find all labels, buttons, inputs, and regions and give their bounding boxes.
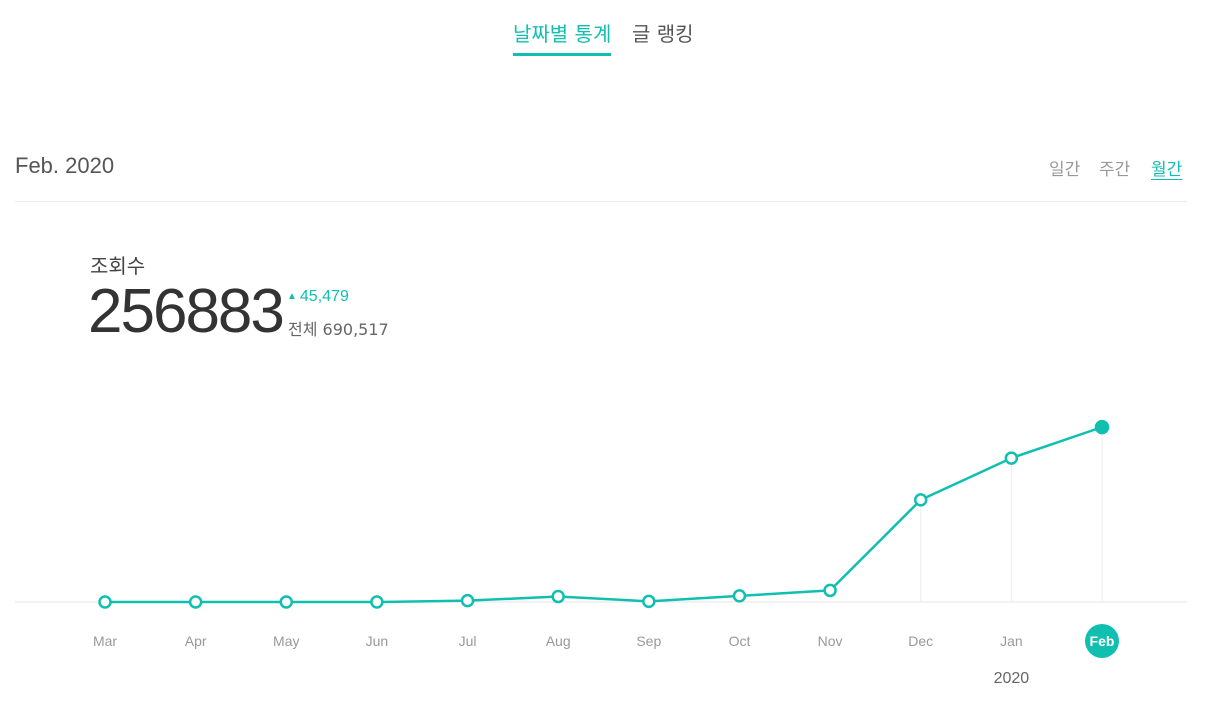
chart-x-tick-label[interactable]: Jun bbox=[366, 633, 389, 649]
chart-point bbox=[551, 589, 565, 604]
chart-point bbox=[370, 595, 384, 609]
metric-delta: ▲ 45,479 bbox=[287, 288, 349, 306]
chart-year-label: 2020 bbox=[994, 670, 1030, 687]
top-tab-bar: 날짜별 통계 글 랭킹 bbox=[0, 14, 1207, 56]
metric-value: 256883 bbox=[88, 277, 285, 346]
range-tab-daily[interactable]: 일간 bbox=[1049, 160, 1081, 180]
tab-daily-stats[interactable]: 날짜별 통계 bbox=[513, 18, 612, 56]
chart-x-tick-label[interactable]: Oct bbox=[729, 633, 751, 649]
metric-label: 조회수 bbox=[90, 254, 146, 278]
period-title: Feb. 2020 bbox=[15, 153, 115, 178]
chart-point bbox=[98, 595, 112, 609]
chart-x-tick-label[interactable]: Dec bbox=[908, 633, 933, 649]
range-tab-monthly[interactable]: 월간 bbox=[1151, 160, 1183, 180]
chart-x-tick-label[interactable]: Aug bbox=[546, 633, 571, 649]
chart-point bbox=[188, 595, 203, 609]
chart-selected-label-bg[interactable] bbox=[1085, 624, 1119, 658]
range-tab-weekly[interactable]: 주간 bbox=[1099, 160, 1131, 180]
metric-delta-value: 45,479 bbox=[299, 288, 349, 305]
chart-x-tick-label[interactable]: Feb bbox=[1090, 633, 1115, 649]
header-divider bbox=[15, 201, 1187, 202]
chart-point bbox=[732, 589, 747, 603]
chart-point bbox=[913, 493, 928, 507]
chart-series-line bbox=[105, 425, 1103, 604]
up-triangle-icon: ▲ bbox=[287, 291, 297, 302]
chart-x-tick-label[interactable]: Nov bbox=[818, 633, 843, 649]
metric-total: 전체 690,517 bbox=[288, 320, 389, 339]
chart-x-tick-label[interactable]: Jan bbox=[1000, 633, 1023, 649]
chart-point bbox=[642, 594, 656, 609]
views-line-chart: Mar Apr May Jun Jul Aug Sep Oct Nov Dec Jan Feb 2020 bbox=[15, 419, 1187, 687]
chart-point bbox=[1004, 451, 1019, 465]
chart-x-tick-label[interactable]: Sep bbox=[636, 633, 661, 649]
chart-x-tick-label[interactable]: Mar bbox=[93, 633, 117, 649]
chart-x-tick-label[interactable]: Apr bbox=[185, 633, 207, 649]
chart-point bbox=[279, 595, 294, 609]
range-tab-group: 일간 주간 월간 bbox=[1049, 155, 1189, 181]
chart-point bbox=[823, 583, 837, 598]
chart-x-tick-label[interactable]: May bbox=[273, 633, 299, 649]
chart-x-tick-label[interactable]: Jul bbox=[459, 633, 477, 649]
chart-point bbox=[460, 593, 475, 608]
tab-post-ranking[interactable]: 글 랭킹 bbox=[632, 22, 694, 46]
chart-point bbox=[1094, 419, 1110, 435]
